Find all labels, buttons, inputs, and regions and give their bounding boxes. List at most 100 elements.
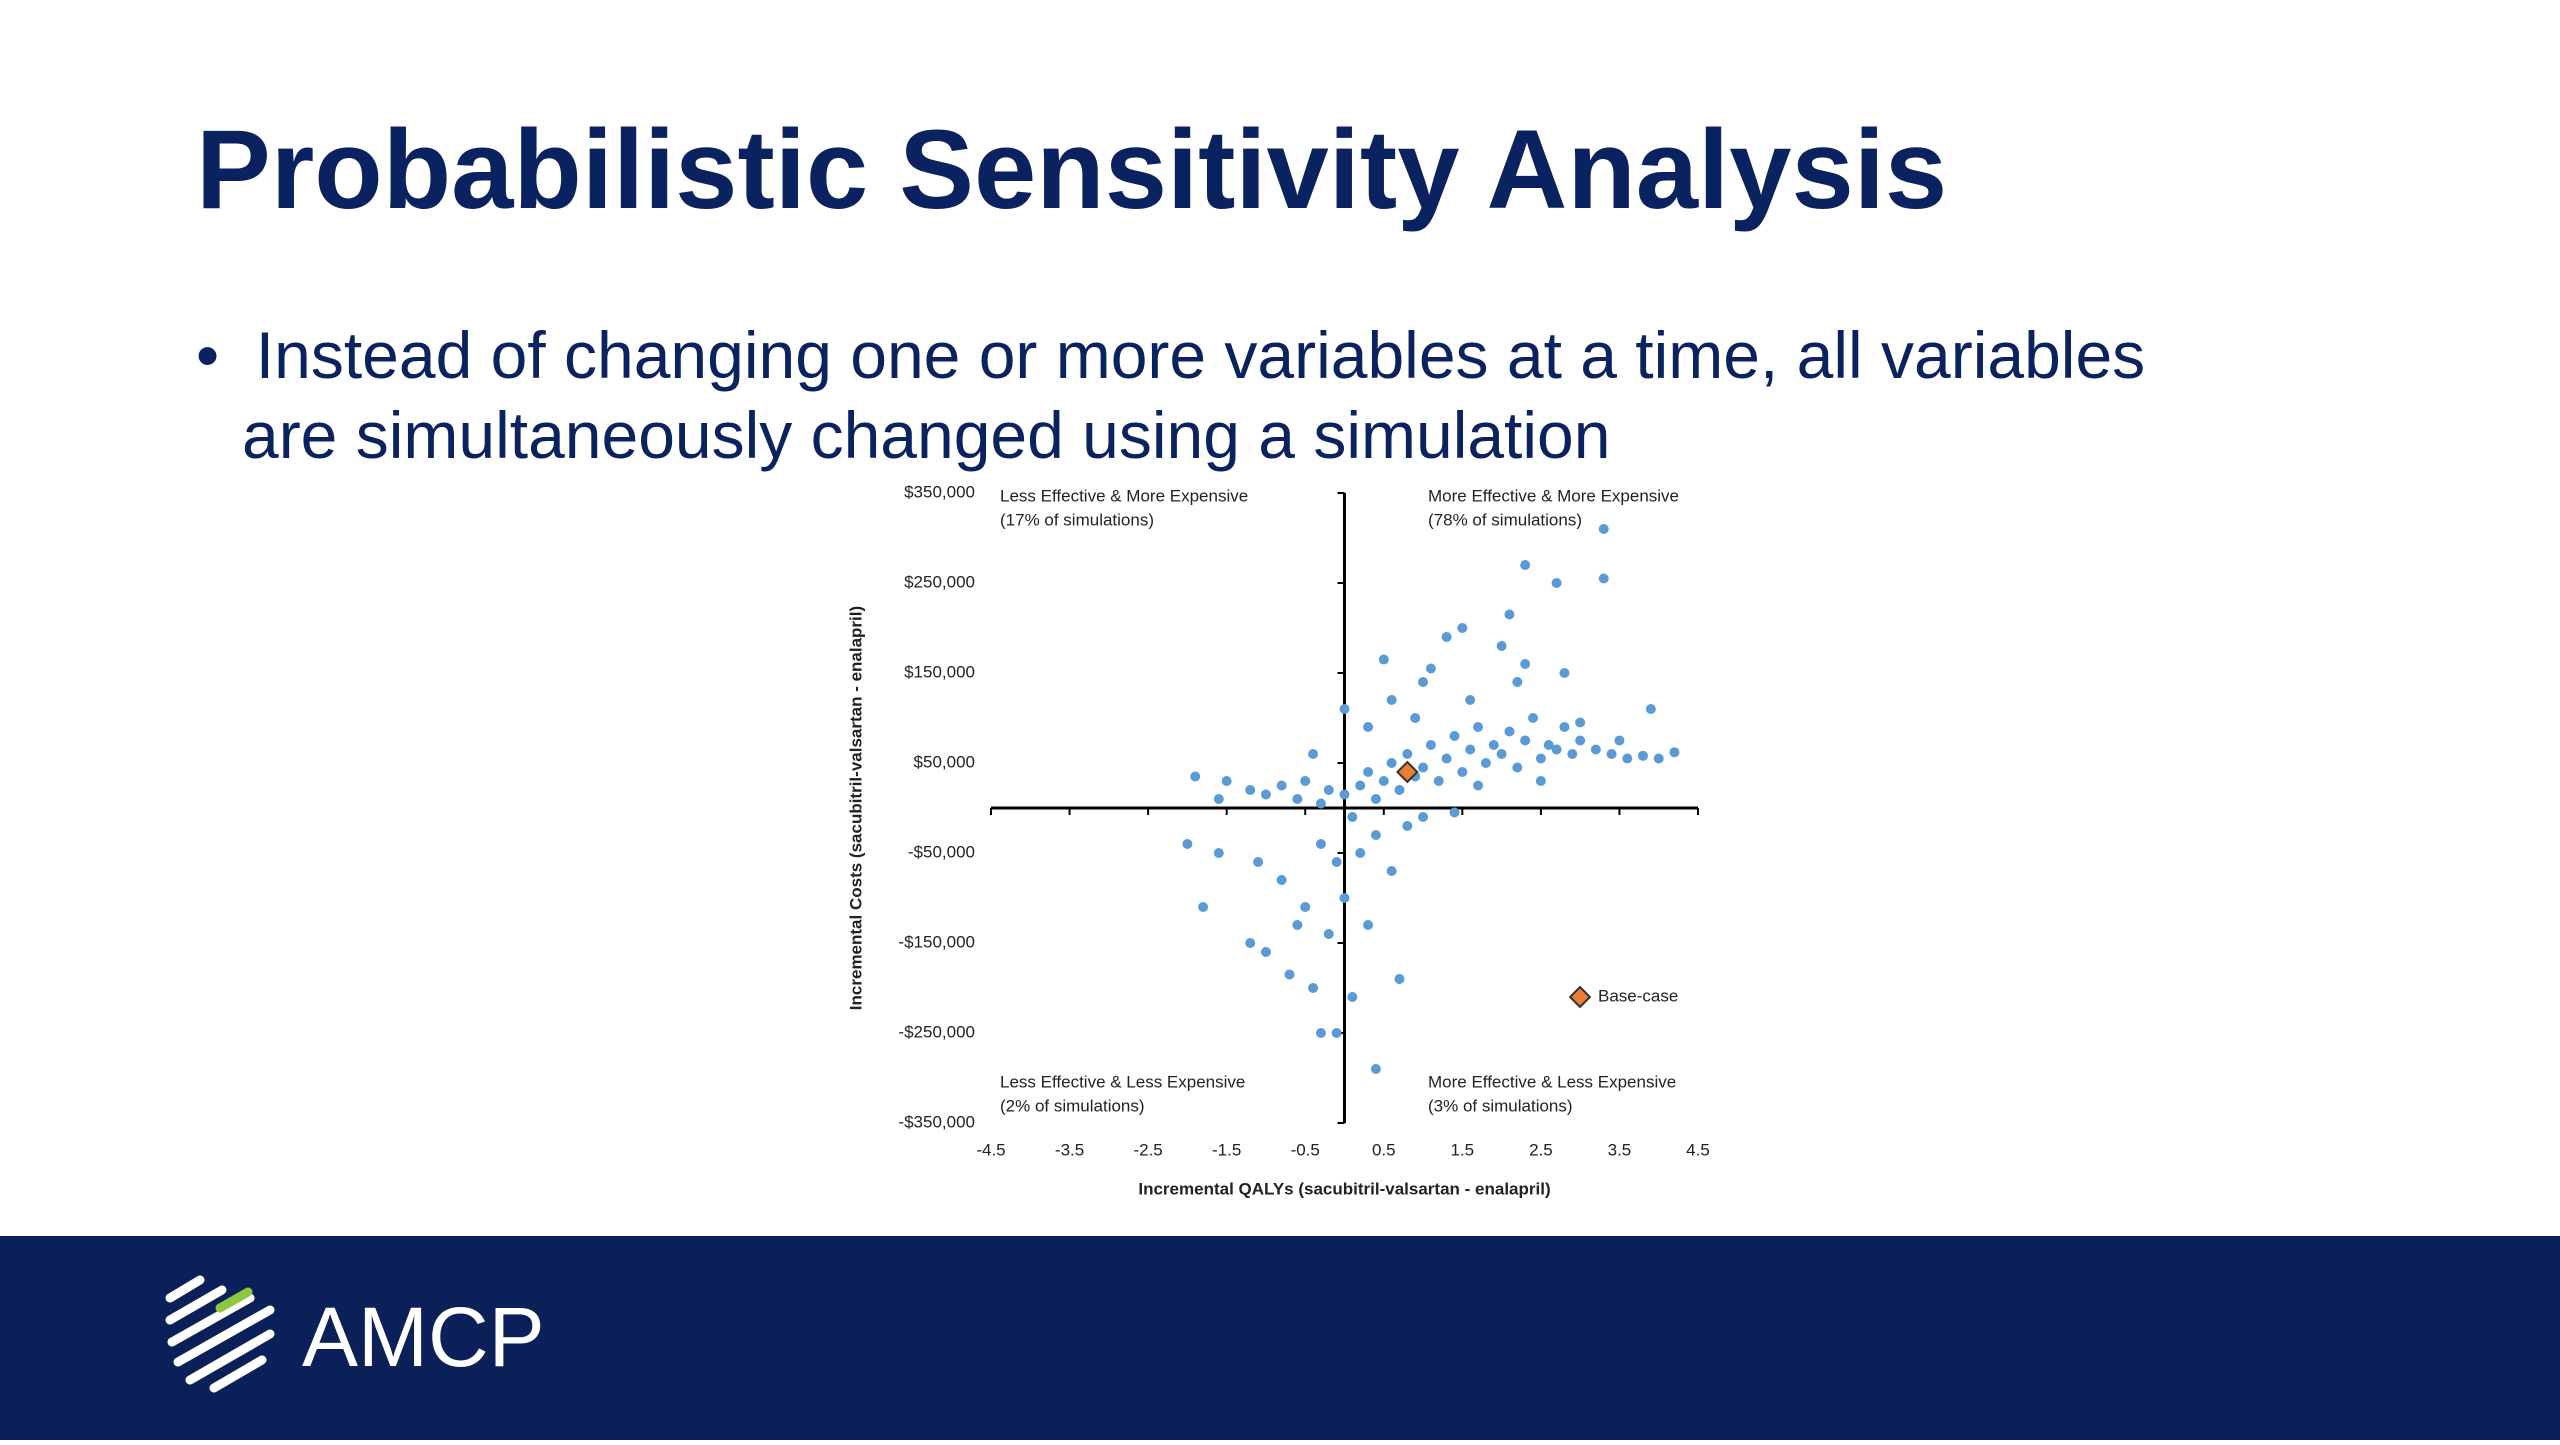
legend-marker [1568,985,1592,1009]
simulation-point [1386,758,1397,768]
simulation-point [1614,735,1625,746]
simulation-point [1182,839,1193,849]
simulation-point [1590,744,1601,755]
simulation-point [1638,750,1649,761]
simulation-point [1441,753,1452,764]
y-tick-label: -$50,000 [908,842,975,861]
base-case-marker [1396,760,1419,784]
y-tick-label: $350,000 [904,482,975,501]
simulation-point [1598,524,1609,534]
simulation-point [1543,740,1554,750]
x-tick-label: -2.5 [1133,1140,1162,1159]
simulation-point [1221,776,1232,786]
simulation-point [1425,740,1436,750]
simulation-point [1559,668,1570,678]
simulation-point [1339,704,1350,714]
simulation-point [1496,641,1507,651]
x-tick-label: -0.5 [1291,1140,1320,1159]
simulation-point [1465,744,1476,755]
simulation-point [1190,771,1201,782]
simulation-point [1575,717,1586,728]
simulation-point [1418,762,1429,773]
simulation-point [1300,776,1311,786]
simulation-point [1308,983,1319,993]
simulation-point [1347,812,1358,822]
x-tick-label: -3.5 [1055,1140,1084,1159]
simulation-point [1575,735,1586,746]
quadrant-label: Less Effective & More Expensive [1000,486,1248,505]
simulation-point [1276,780,1287,791]
simulation-point [1551,744,1562,755]
simulation-point [1606,749,1617,759]
simulation-point [1457,767,1468,777]
simulation-point [1323,785,1334,795]
simulation-point [1260,789,1271,800]
simulation-point [1504,726,1515,737]
simulation-point [1449,731,1460,741]
y-tick-label: -$250,000 [898,1022,975,1041]
simulation-point [1292,920,1303,930]
simulation-point [1363,722,1374,732]
simulation-point [1355,848,1366,858]
bullet-text: Instead of changing one or more variable… [242,318,2146,472]
simulation-point [1520,659,1531,669]
simulation-point [1347,992,1358,1002]
simulation-point [1598,573,1609,584]
bullet: • Instead of changing one or more variab… [196,318,2146,472]
y-tick-label: $250,000 [904,572,975,591]
simulation-point [1512,677,1523,687]
simulation-point [1402,749,1413,759]
y-axis-label: Incremental Costs (sacubitril-valsartan … [846,606,865,1010]
simulation-point [1425,663,1436,674]
simulation-point [1559,722,1570,732]
simulation-point [1449,807,1460,818]
quadrant-label: (3% of simulations) [1428,1096,1573,1115]
simulation-point [1653,753,1664,764]
x-tick-label: 1.5 [1451,1140,1475,1159]
simulation-point [1394,785,1405,795]
simulation-point [1284,969,1295,980]
x-tick-label: 0.5 [1372,1140,1396,1159]
simulation-point [1512,762,1523,773]
simulation-point [1394,974,1405,984]
x-tick-label: 2.5 [1529,1140,1553,1159]
simulation-point [1378,776,1389,786]
x-tick-label: 4.5 [1686,1140,1710,1159]
slide-title: Probabilistic Sensitivity Analysis [196,107,1948,232]
simulation-point [1339,893,1350,903]
simulation-point [1496,749,1507,759]
simulation-point [1504,609,1515,620]
y-tick-label: $50,000 [914,752,975,771]
quadrant-label: (78% of simulations) [1428,510,1582,529]
simulation-point [1323,929,1334,939]
x-tick-label: -4.5 [976,1140,1005,1159]
simulation-point [1260,947,1271,957]
simulation-point [1245,785,1256,795]
simulation-point [1378,654,1389,665]
quadrant-label: Less Effective & Less Expensive [1000,1072,1245,1091]
simulation-point [1520,735,1531,746]
simulation-point [1418,812,1429,822]
simulation-point [1418,677,1429,687]
simulation-point [1213,794,1224,804]
simulation-point [1198,902,1209,912]
simulation-point [1480,758,1491,768]
simulation-point [1433,776,1444,786]
logo: AMCP [165,1275,545,1393]
logo-text: AMCP [302,1290,545,1384]
simulation-point [1331,857,1342,867]
simulation-point [1213,848,1224,858]
simulation-point [1300,902,1311,912]
simulation-point [1292,794,1303,804]
y-tick-label: -$150,000 [898,932,975,951]
simulation-point [1363,920,1374,930]
quadrant-label: More Effective & Less Expensive [1428,1072,1676,1091]
y-tick-label: -$350,000 [898,1112,975,1131]
simulation-point [1315,798,1326,809]
quadrant-label: More Effective & More Expensive [1428,486,1679,505]
simulation-point [1402,821,1413,831]
simulation-point [1535,753,1546,764]
simulation-point [1245,938,1256,948]
simulation-point [1355,780,1366,791]
